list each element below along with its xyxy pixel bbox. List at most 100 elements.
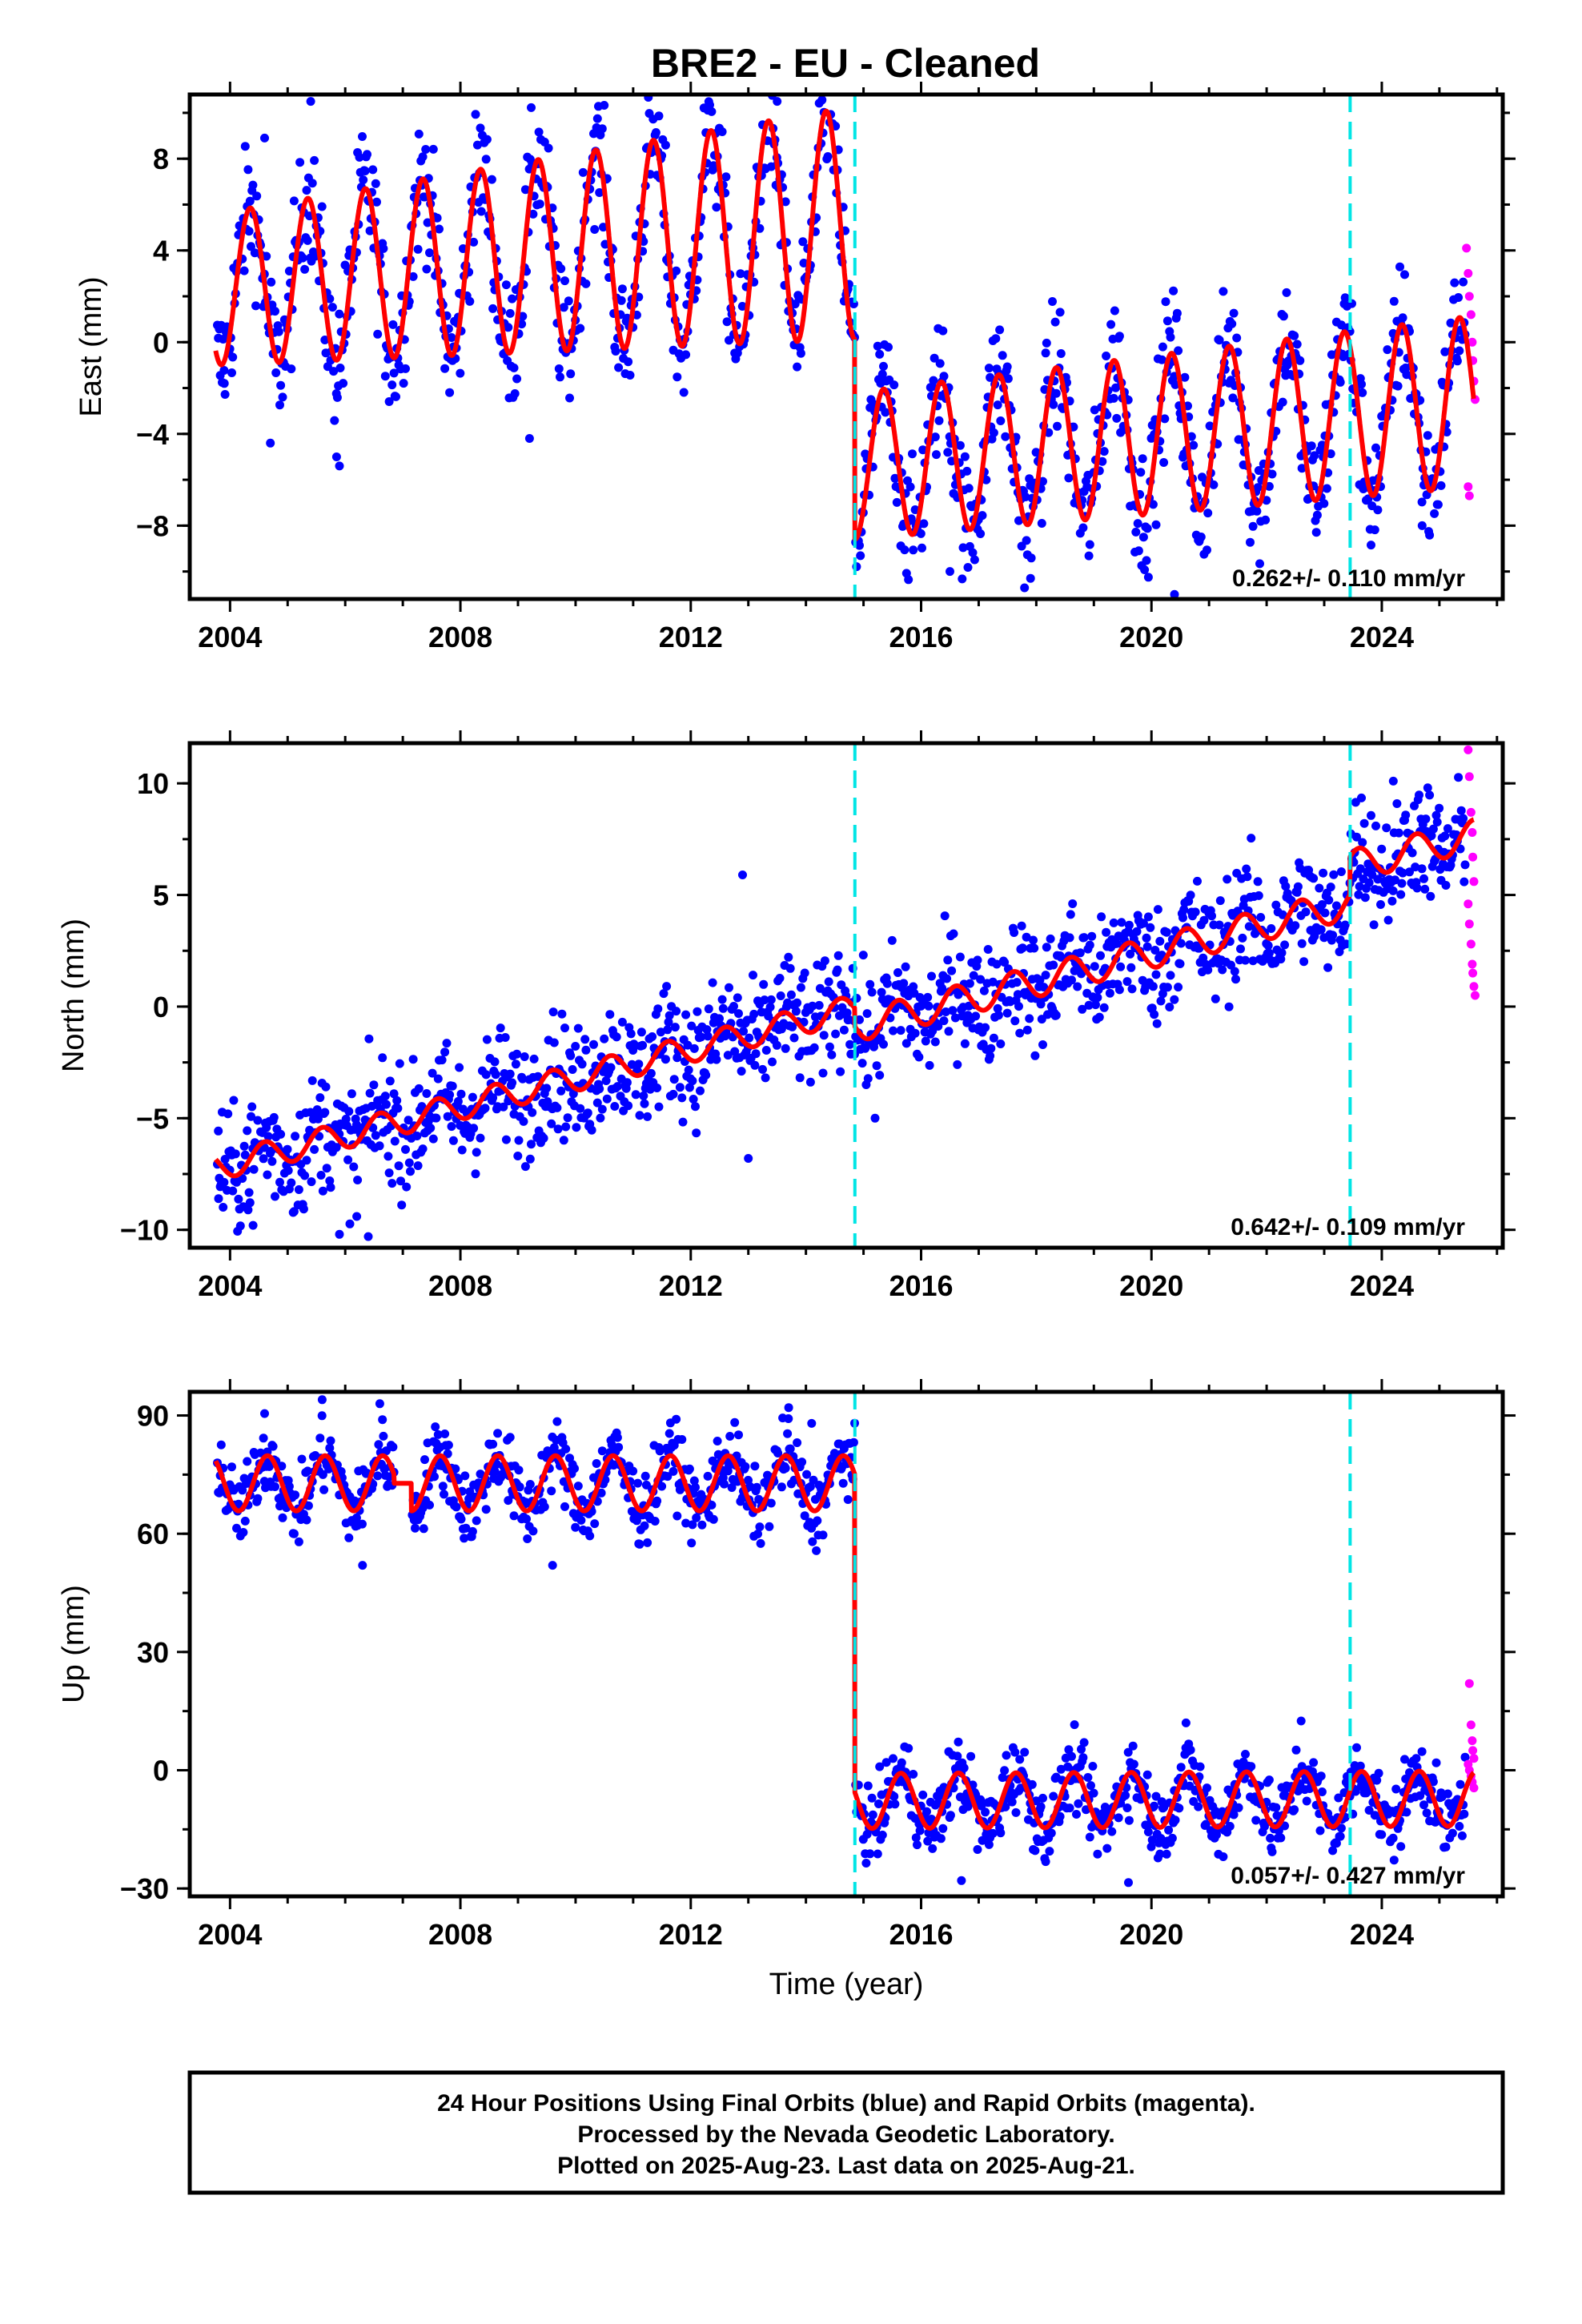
data-point xyxy=(1446,318,1456,328)
data-point xyxy=(654,111,664,121)
data-point xyxy=(1042,943,1051,952)
data-point xyxy=(600,1034,609,1043)
data-point xyxy=(432,213,442,223)
data-point xyxy=(797,1458,807,1467)
data-point xyxy=(1203,1783,1211,1793)
data-point xyxy=(493,1429,503,1438)
data-point xyxy=(1436,480,1446,490)
data-point xyxy=(1328,931,1338,940)
data-point xyxy=(1251,1815,1261,1825)
data-point xyxy=(402,1182,412,1192)
data-point xyxy=(219,379,229,388)
data-point xyxy=(335,461,344,471)
data-point xyxy=(836,1067,845,1076)
data-point xyxy=(276,1129,286,1139)
data-point xyxy=(1142,556,1151,565)
data-point xyxy=(1066,910,1075,919)
data-point xyxy=(375,1141,384,1151)
data-point xyxy=(431,1422,440,1432)
data-point xyxy=(672,266,681,275)
data-point xyxy=(307,1177,316,1187)
data-point xyxy=(229,1096,239,1105)
data-point xyxy=(930,432,940,442)
data-point xyxy=(640,1471,650,1481)
data-point xyxy=(899,979,909,988)
data-point xyxy=(1373,505,1383,515)
data-point xyxy=(861,1043,870,1053)
x-tick-label: 2008 xyxy=(428,621,492,653)
data-point xyxy=(1090,405,1099,415)
data-point xyxy=(626,1029,636,1039)
data-point xyxy=(1234,1803,1243,1812)
data-point xyxy=(307,179,317,188)
data-point xyxy=(1329,870,1339,879)
data-point xyxy=(452,1502,461,1512)
data-point xyxy=(862,1009,872,1019)
data-point xyxy=(1466,939,1476,949)
y-tick-label: 0 xyxy=(153,1755,169,1787)
data-point xyxy=(1020,1747,1030,1757)
data-point xyxy=(1278,910,1287,919)
data-point xyxy=(1050,317,1060,327)
data-point xyxy=(1218,965,1227,975)
data-point xyxy=(560,1502,569,1511)
data-point xyxy=(752,1482,761,1492)
data-point xyxy=(1312,510,1322,520)
data-point xyxy=(390,1136,400,1146)
data-point xyxy=(645,1084,655,1094)
data-point xyxy=(472,140,482,150)
data-point xyxy=(889,1026,897,1035)
data-point xyxy=(373,329,383,339)
data-point xyxy=(335,309,344,319)
data-point xyxy=(919,519,929,529)
data-point xyxy=(595,1084,604,1094)
data-point xyxy=(1041,348,1050,358)
data-point xyxy=(1203,545,1211,555)
data-point xyxy=(881,408,890,417)
data-point xyxy=(928,1844,938,1853)
data-point xyxy=(556,264,566,273)
data-point xyxy=(1179,905,1189,915)
data-point xyxy=(639,1091,648,1100)
data-point xyxy=(248,180,258,190)
data-point xyxy=(717,995,727,1004)
data-point xyxy=(1457,1831,1467,1840)
data-point xyxy=(1067,1751,1076,1761)
data-point xyxy=(1026,573,1035,583)
data-point xyxy=(278,1513,287,1522)
data-point xyxy=(790,300,800,309)
data-point xyxy=(973,1845,982,1854)
data-point xyxy=(669,1466,678,1476)
data-point xyxy=(781,1043,790,1053)
data-point xyxy=(394,1161,404,1171)
data-point xyxy=(1124,1815,1134,1825)
data-point xyxy=(1331,901,1341,911)
data-point xyxy=(1291,1745,1301,1755)
data-point xyxy=(612,1433,622,1442)
data-point xyxy=(1447,1828,1457,1838)
up-model-fit-line xyxy=(213,1453,1476,1831)
data-point xyxy=(525,1480,535,1489)
data-point xyxy=(440,1047,450,1057)
data-point xyxy=(1352,832,1361,842)
y-tick-label: −5 xyxy=(136,1102,169,1135)
data-point xyxy=(1307,441,1316,451)
data-point xyxy=(1042,338,1051,348)
data-point xyxy=(1454,773,1464,782)
data-point xyxy=(652,1496,662,1506)
data-point xyxy=(1391,875,1399,885)
footer-line-1: 24 Hour Positions Using Final Orbits (bl… xyxy=(437,2090,1255,2117)
data-point xyxy=(547,1486,556,1496)
data-point xyxy=(596,1113,605,1123)
data-point xyxy=(751,1049,761,1059)
data-point xyxy=(1064,473,1074,483)
data-point xyxy=(540,1502,549,1512)
data-point xyxy=(759,979,769,989)
data-point xyxy=(929,376,938,385)
data-point xyxy=(601,1076,611,1085)
data-point xyxy=(384,397,394,406)
data-point xyxy=(243,1126,252,1136)
data-point xyxy=(1159,458,1169,467)
data-point xyxy=(1167,1833,1177,1843)
data-point xyxy=(664,1017,673,1027)
